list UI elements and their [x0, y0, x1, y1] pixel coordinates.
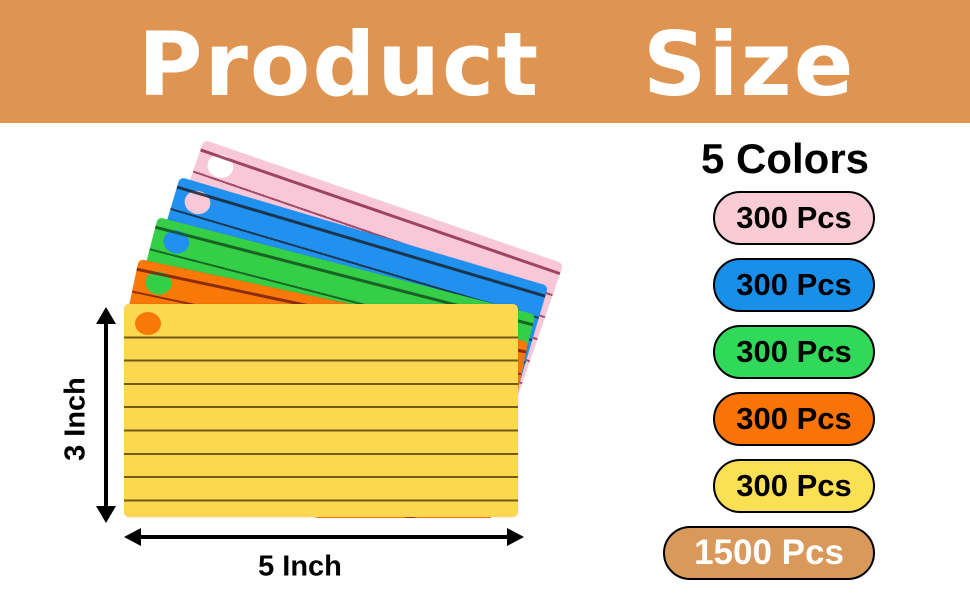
width-arrow-left-icon	[124, 528, 141, 546]
colors-heading: 5 Colors	[700, 135, 870, 182]
height-dimension-label: 3 Inch	[59, 377, 92, 461]
quantity-badge-label: 300 Pcs	[736, 267, 852, 302]
quantity-badge: 300 Pcs	[713, 392, 875, 446]
title-banner: Product Size	[0, 0, 970, 123]
quantity-badge: 300 Pcs	[713, 258, 875, 312]
width-dimension-label: 5 Inch	[258, 550, 342, 583]
white-mask-bottom	[0, 518, 519, 600]
banner-word-product: Product	[138, 13, 541, 116]
height-arrow-up-icon	[96, 307, 116, 324]
quantity-badge-label: 300 Pcs	[736, 468, 852, 503]
quantity-badge-label: 300 Pcs	[736, 200, 852, 235]
height-arrow-down-icon	[96, 506, 116, 523]
width-arrow-line	[137, 535, 511, 539]
banner-word-size: Size	[643, 13, 856, 116]
quantity-badge-list: 300 Pcs 300 Pcs 300 Pcs 300 Pcs 300 Pcs 1500 …	[663, 191, 875, 580]
quantity-badge: 300 Pcs	[713, 459, 875, 513]
index-card-yellow	[124, 304, 518, 517]
quantity-badge-label: 300 Pcs	[736, 334, 852, 369]
card-ruled-lines	[124, 315, 518, 517]
quantity-badge: 300 Pcs	[713, 325, 875, 379]
quantity-badge-label: 300 Pcs	[736, 401, 852, 436]
height-arrow-line	[104, 320, 108, 510]
width-arrow-right-icon	[507, 528, 524, 546]
quantity-badge-label: 1500 Pcs	[694, 533, 844, 572]
quantity-badge: 300 Pcs	[713, 191, 875, 245]
quantity-badge: 1500 Pcs	[663, 526, 875, 580]
